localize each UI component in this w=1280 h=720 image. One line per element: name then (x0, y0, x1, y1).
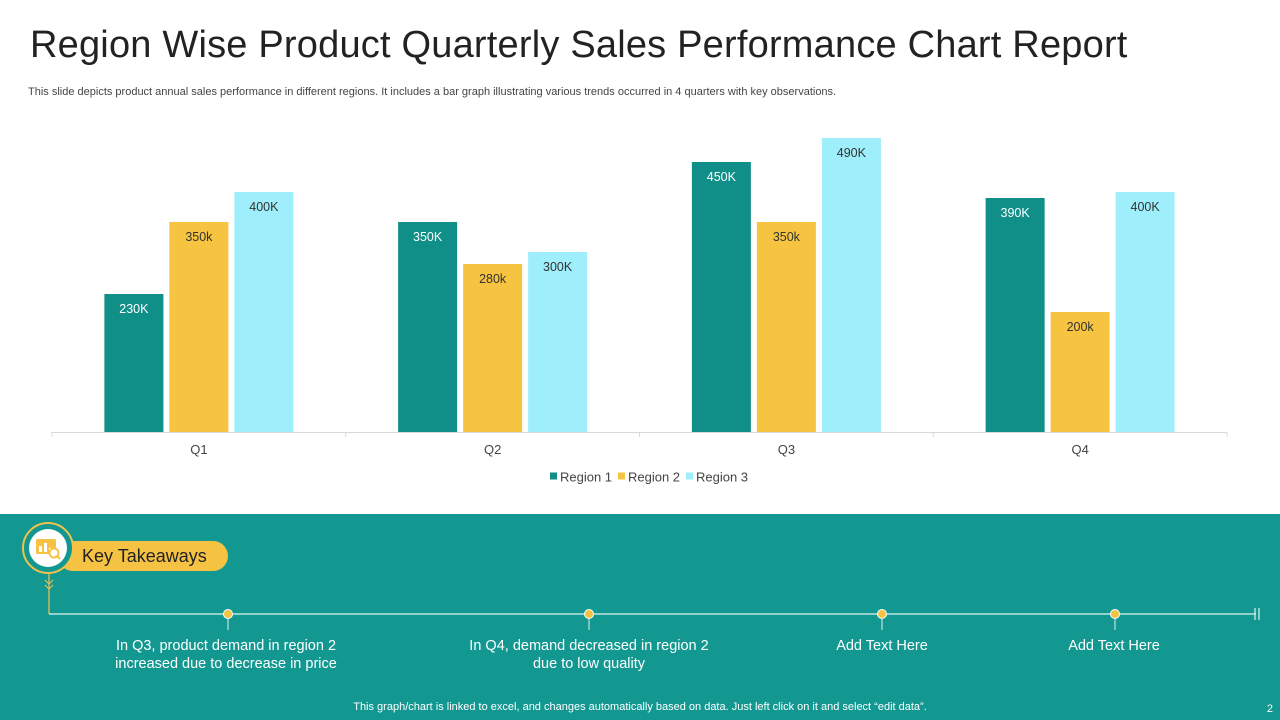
data-label: 490K (837, 146, 867, 160)
page-subtitle: This slide depicts product annual sales … (28, 86, 837, 98)
key-takeaways-label: Key Takeaways (58, 541, 228, 571)
data-label: 200k (1067, 320, 1095, 334)
data-label: 400K (249, 200, 279, 214)
bar-region-1-q3[interactable] (691, 162, 751, 432)
x-tick-label: Q2 (484, 442, 501, 457)
data-label: 350k (185, 230, 213, 244)
chart-report-icon (36, 539, 61, 560)
data-label: 400K (1131, 200, 1161, 214)
timeline-marker (1110, 609, 1120, 619)
bar-region-3-q4[interactable] (1115, 192, 1175, 432)
page-number: 2 (1266, 703, 1273, 715)
legend-swatch (618, 472, 625, 480)
key-takeaways-heading: Key Takeaways (82, 546, 207, 566)
x-tick-label: Q4 (1071, 442, 1088, 457)
legend-swatch (686, 472, 693, 480)
bar-region-1-q1[interactable] (104, 294, 164, 432)
chevron-down-icon (44, 579, 54, 590)
key-takeaways-badge (22, 522, 74, 574)
takeaway-text-2: In Q4, demand decreased in region 2 due … (469, 638, 709, 672)
x-tick-label: Q1 (190, 442, 207, 457)
data-label: 350k (773, 230, 801, 244)
bar-region-2-q4[interactable] (1050, 312, 1110, 432)
bar-region-3-q1[interactable] (234, 192, 294, 432)
bar-region-1-q2[interactable] (398, 222, 458, 432)
data-label: 450K (707, 170, 737, 184)
data-label: 300K (543, 260, 573, 274)
timeline-markers (223, 609, 1120, 630)
data-label: 230K (119, 302, 149, 316)
bar-region-3-q2[interactable] (528, 252, 588, 432)
bar-region-3-q3[interactable] (821, 138, 881, 432)
takeaway-text-4: Add Text Here (1068, 638, 1160, 654)
takeaways-timeline (44, 574, 1260, 630)
data-label: 350K (413, 230, 443, 244)
timeline-marker (223, 609, 233, 619)
data-label: 390K (1001, 206, 1031, 220)
bar-region-2-q3[interactable] (756, 222, 816, 432)
x-tick-label: Q3 (778, 442, 795, 457)
footer-note: This graph/chart is linked to excel, and… (353, 701, 927, 713)
bar-region-1-q4[interactable] (985, 198, 1045, 432)
timeline-marker (584, 609, 594, 619)
legend-label: Region 2 (628, 470, 680, 485)
bar-region-2-q2[interactable] (463, 264, 523, 432)
legend-label: Region 3 (696, 470, 748, 485)
page-title: Region Wise Product Quarterly Sales Perf… (30, 24, 1128, 66)
takeaway-text-1: In Q3, product demand in region 2 increa… (115, 638, 337, 672)
takeaway-text-3: Add Text Here (836, 638, 928, 654)
bar-region-2-q1[interactable] (169, 222, 229, 432)
data-label: 280k (479, 272, 507, 286)
legend-label: Region 1 (560, 470, 612, 485)
timeline-marker (877, 609, 887, 619)
sales-bar-chart[interactable]: 230K 350k 400K Q1 350K 280k 300K Q2 450K 350k 490K… (0, 0, 1280, 500)
legend-swatch (550, 472, 557, 480)
